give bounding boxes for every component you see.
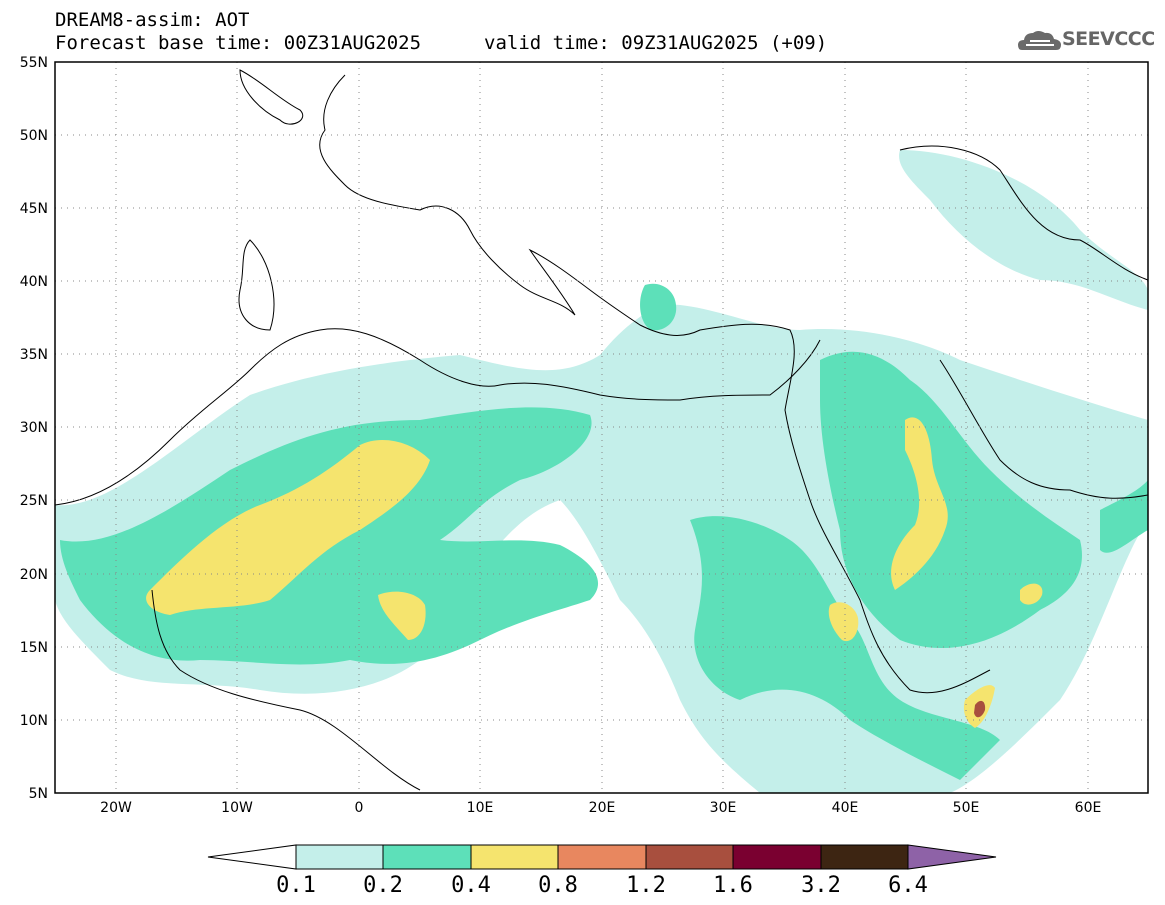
lat-axis: 55N 50N 45N 40N 35N 30N 25N 20N 15N 10N … bbox=[20, 55, 48, 802]
lat-tick: 55N bbox=[20, 55, 48, 71]
colorbar-label: 0.8 bbox=[538, 873, 578, 898]
colorbar-swatch bbox=[382, 844, 472, 870]
lon-tick: 20E bbox=[589, 800, 616, 816]
colorbar-swatch bbox=[295, 844, 384, 870]
lon-axis: 20W 10W 0 10E 20E 30E 40E 50E 60E bbox=[100, 800, 1101, 816]
lon-tick: 0 bbox=[355, 800, 364, 816]
lat-tick: 10N bbox=[20, 713, 48, 729]
lon-tick: 20W bbox=[100, 800, 132, 816]
cloud-icon bbox=[1018, 31, 1061, 50]
lat-tick: 50N bbox=[20, 128, 48, 144]
aot-contour-0.2-arabia bbox=[820, 351, 1082, 649]
map-frame bbox=[54, 61, 1149, 794]
lon-tick: 60E bbox=[1075, 800, 1102, 816]
aot-field bbox=[55, 150, 1148, 793]
lat-tick: 45N bbox=[20, 201, 48, 217]
colorbar-swatch bbox=[470, 844, 559, 870]
aot-contour-1.2-somalia bbox=[974, 700, 986, 718]
colorbar-label: 0.2 bbox=[363, 873, 403, 898]
lat-tick: 25N bbox=[20, 493, 48, 509]
gridlines bbox=[55, 62, 1148, 793]
colorbar-label: 1.2 bbox=[626, 873, 666, 898]
colorbar-label: 6.4 bbox=[888, 873, 928, 898]
aot-contour-0.4-arabia bbox=[891, 417, 948, 590]
colorbar-label: 0.1 bbox=[276, 873, 316, 898]
aot-contour-0.2-east bbox=[690, 516, 1000, 780]
map-title: DREAM8-assim: AOT bbox=[55, 9, 250, 31]
colorbar-swatch bbox=[645, 844, 734, 870]
lat-tick: 15N bbox=[20, 640, 48, 656]
lat-tick: 5N bbox=[29, 786, 48, 802]
lat-tick: 30N bbox=[20, 420, 48, 436]
coastlines bbox=[55, 69, 1148, 791]
lon-tick: 50E bbox=[953, 800, 980, 816]
colorbar-label: 0.4 bbox=[451, 873, 491, 898]
colorbar-arrow-low bbox=[207, 844, 297, 870]
aot-contour-0.2-east-edge bbox=[1100, 480, 1148, 553]
lon-tick: 40E bbox=[832, 800, 859, 816]
lat-tick: 35N bbox=[20, 347, 48, 363]
aot-contour-0.2-aegean bbox=[640, 283, 677, 331]
lon-tick: 10E bbox=[467, 800, 494, 816]
valid-time: valid time: 09Z31AUG2025 (+09) bbox=[484, 32, 828, 54]
forecast-base-time: Forecast base time: 00Z31AUG2025 bbox=[55, 32, 422, 54]
lon-tick: 30E bbox=[710, 800, 737, 816]
colorbar-label: 1.6 bbox=[713, 873, 753, 898]
colorbar-label: 3.2 bbox=[801, 873, 841, 898]
colorbar-swatch bbox=[557, 844, 647, 870]
lat-tick: 40N bbox=[20, 274, 48, 290]
colorbar-swatch bbox=[732, 844, 822, 870]
aot-contour-0.4 bbox=[146, 440, 430, 615]
aot-contour-0.4-eritrea bbox=[828, 602, 859, 642]
aot-contour-0.4-oman bbox=[1020, 583, 1043, 605]
lat-tick: 20N bbox=[20, 567, 48, 583]
colorbar-arrow-high bbox=[907, 844, 997, 870]
lon-tick: 10W bbox=[221, 800, 253, 816]
colorbar-swatch bbox=[820, 844, 909, 870]
seevccc-logo: SEEVCCC bbox=[1062, 28, 1155, 50]
aot-contour-0.4-niger bbox=[378, 591, 426, 640]
aot-contour-0.1-north bbox=[899, 150, 1148, 310]
